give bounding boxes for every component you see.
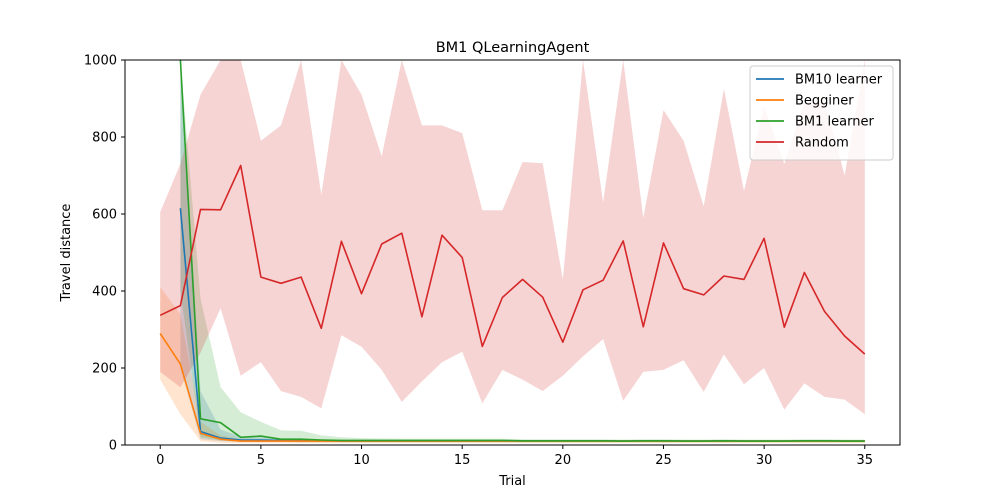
y-tick-label: 0 (109, 439, 117, 454)
y-tick-label: 1000 (84, 54, 117, 69)
x-tick-label: 15 (454, 453, 471, 468)
plot-frame (124, 59, 901, 446)
x-tick-label: 25 (655, 453, 672, 468)
confidence-bands (160, 60, 865, 444)
band-random (160, 60, 865, 415)
y-axis: 0 200 400 600 800 1000 (84, 54, 125, 454)
series-line-bm1-learner (179, 60, 865, 442)
y-tick-label: 800 (92, 131, 117, 146)
x-tick-label: 0 (156, 453, 164, 468)
legend-label-bm10-learner: BM10 learner (795, 73, 883, 88)
chart-title: BM1 QLearningAgent (436, 40, 590, 56)
legend-label-begginer: Begginer (795, 94, 854, 109)
legend: BM10 learner Begginer BM1 learner Random (749, 65, 894, 161)
legend-frame (749, 65, 894, 161)
x-axis: 0 5 10 15 20 25 30 35 (156, 445, 873, 468)
y-tick-label: 400 (92, 285, 117, 300)
series-lines (159, 60, 866, 442)
series-line-random (159, 164, 866, 355)
y-tick-label: 200 (92, 362, 117, 377)
x-axis-label: Trial (498, 474, 526, 489)
x-tick-label: 35 (856, 453, 873, 468)
y-axis-label: Travel distance (59, 204, 74, 303)
legend-label-random: Random (795, 136, 849, 151)
x-tick-label: 20 (555, 453, 572, 468)
x-tick-label: 5 (257, 453, 265, 468)
x-tick-label: 10 (353, 453, 370, 468)
y-tick-label: 600 (92, 208, 117, 223)
x-tick-label: 30 (756, 453, 773, 468)
legend-label-bm1-learner: BM1 learner (795, 115, 874, 130)
